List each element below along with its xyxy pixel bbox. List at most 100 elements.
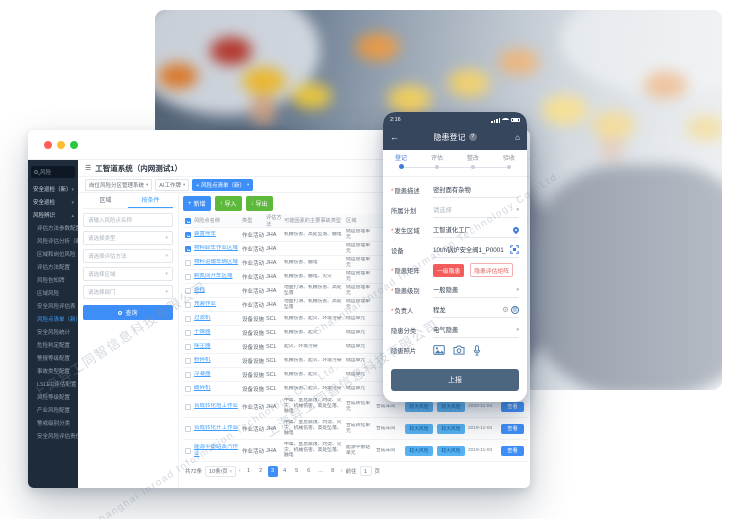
risk-point-link[interactable]: 合成转化塔工作业 xyxy=(194,403,239,410)
row-checkbox[interactable] xyxy=(185,273,191,280)
gear-icon[interactable]: ⚙ xyxy=(502,305,509,314)
page-button[interactable]: 3 xyxy=(267,465,278,477)
row-checkbox[interactable] xyxy=(185,315,191,322)
page-size-select[interactable]: 10条/页 ▾ xyxy=(205,465,236,477)
filter-tab[interactable]: 按条件 xyxy=(128,195,173,208)
step-label[interactable]: 整改 xyxy=(466,156,479,162)
sidebar-search-input[interactable]: 风险 xyxy=(31,166,75,178)
row-checkbox[interactable] xyxy=(185,385,191,392)
row-checkbox[interactable] xyxy=(185,343,191,350)
nav-tab[interactable]: + 风险点清单（新） ▾ xyxy=(192,178,254,191)
risk-point-link[interactable]: 物料运输车辆区域 xyxy=(194,259,239,266)
sidebar-item[interactable]: 风险等级配置 xyxy=(28,392,78,405)
mic-icon[interactable] xyxy=(473,344,481,356)
view-button[interactable]: 查看 xyxy=(501,401,524,412)
sidebar-item[interactable]: 区域风险 xyxy=(28,288,78,301)
risk-point-link[interactable]: 粉碎机 xyxy=(194,357,211,364)
location-pin-icon[interactable] xyxy=(511,225,521,234)
risk-point-link[interactable]: 冷凝器 xyxy=(194,371,211,378)
sidebar-item[interactable]: LSLEC评估配置 xyxy=(28,379,78,392)
hamburger-icon[interactable]: ☰ xyxy=(85,165,92,172)
field-value[interactable]: 一般隐患 ▾ xyxy=(433,283,519,298)
minimize-button[interactable] xyxy=(57,141,65,149)
inherent-risk-pill[interactable]: 较大风险 xyxy=(405,445,433,456)
risk-point-link[interactable]: 物料卸车作业区域 xyxy=(194,245,239,252)
sidebar-item[interactable]: 安全巡检（新） ▾ xyxy=(28,184,78,197)
risk-level-button[interactable]: 一级隐患 xyxy=(433,263,465,277)
field-value[interactable]: 电气隐患 ▾ xyxy=(433,323,519,338)
risk-point-link[interactable]: 装置停车 xyxy=(194,231,217,238)
field-value[interactable]: 工智道化工厂 xyxy=(433,223,521,238)
row-checkbox[interactable] xyxy=(185,447,191,454)
page-button[interactable]: 5 xyxy=(295,467,299,474)
filter-select[interactable]: 请选择区域 ▾ xyxy=(83,267,173,281)
contact-icon[interactable]: @ xyxy=(511,305,519,314)
current-risk-pill[interactable]: 较大风险 xyxy=(437,445,465,456)
sidebar-item[interactable]: 事故类型配置 xyxy=(28,366,78,379)
sidebar-item[interactable]: 评估方法参数配置 xyxy=(28,223,78,236)
close-button[interactable] xyxy=(44,141,52,149)
view-button[interactable]: 查看 xyxy=(501,445,524,456)
page-button[interactable]: 1 xyxy=(247,467,251,474)
current-risk-pill[interactable]: 较大风险 xyxy=(437,401,465,412)
risk-point-link[interactable]: 合成转化开工作业 xyxy=(194,425,239,432)
zoom-button[interactable] xyxy=(70,141,78,149)
field-value[interactable]: 10t/h锅炉安全阀1_P0001 xyxy=(433,243,519,258)
risk-point-link[interactable]: 除尘器 xyxy=(194,343,211,350)
row-checkbox[interactable] xyxy=(185,357,191,364)
select-all-checkbox[interactable] xyxy=(185,217,191,224)
filter-select[interactable]: 请选择评估方法 ▾ xyxy=(83,249,173,263)
current-risk-pill[interactable]: 较大风险 xyxy=(437,423,465,434)
sidebar-item[interactable]: 区域和岗位风险 xyxy=(28,249,78,262)
nav-tab[interactable]: AI工作牌 ▾ xyxy=(155,178,190,191)
query-button[interactable]: 查询 xyxy=(83,305,173,320)
field-value[interactable]: 程龙 ⚙ @ xyxy=(433,303,519,318)
page-button[interactable]: 2 xyxy=(259,467,263,474)
filter-input[interactable]: 请输入风险点名称 xyxy=(83,213,173,227)
sidebar-item[interactable]: 安全风险统计 xyxy=(28,327,78,340)
filter-select[interactable]: 请选择类型 ▾ xyxy=(83,231,173,245)
sidebar-item[interactable]: 警戒级别分类 xyxy=(28,418,78,431)
sidebar-item[interactable]: 警报等级配置 xyxy=(28,353,78,366)
row-checkbox[interactable] xyxy=(185,287,191,294)
sidebar-item[interactable]: 风险评估分析（新） xyxy=(28,236,78,249)
submit-button[interactable]: 上报 xyxy=(391,369,519,391)
step-label[interactable]: 验收 xyxy=(502,156,515,162)
inherent-risk-pill[interactable]: 较大风险 xyxy=(405,423,433,434)
risk-point-link[interactable]: 巡检 xyxy=(194,287,206,294)
risk-point-link[interactable]: 能源平衡站蒸汽作业 xyxy=(194,444,239,457)
sidebar-item[interactable]: 风险告知牌 xyxy=(28,275,78,288)
risk-point-link[interactable]: 过滤机 xyxy=(194,315,211,322)
sidebar-item[interactable]: 风险辨识 ▴ xyxy=(28,210,78,223)
field-value[interactable]: 密封面有杂物 xyxy=(433,183,519,198)
nav-tab[interactable]: 岗位风险分区管理系统 ▾ xyxy=(85,178,153,191)
page-button[interactable]: 6 xyxy=(307,467,311,474)
page-button[interactable]: 4 xyxy=(283,467,287,474)
sidebar-item[interactable]: 安全巡检 ▾ xyxy=(28,197,78,210)
help-badge-icon[interactable]: ? xyxy=(468,133,477,141)
camera-icon[interactable] xyxy=(453,345,465,355)
row-checkbox[interactable] xyxy=(185,403,191,410)
step-label[interactable]: 登记 xyxy=(394,156,407,162)
home-icon[interactable]: ⌂ xyxy=(515,132,520,142)
risk-point-link[interactable]: 干燥器 xyxy=(194,329,211,336)
row-checkbox[interactable] xyxy=(185,245,191,252)
export-button[interactable]: ↓ 导出 xyxy=(245,196,273,211)
row-checkbox[interactable] xyxy=(185,301,191,308)
view-button[interactable]: 查看 xyxy=(501,423,524,434)
step-label[interactable]: 评估 xyxy=(430,156,443,162)
sidebar-item[interactable]: 产业风险配置 xyxy=(28,405,78,418)
filter-select[interactable]: 请选择部门 ▾ xyxy=(83,285,173,299)
filter-tab[interactable]: 区域 xyxy=(99,198,112,204)
prev-page-button[interactable]: ‹ xyxy=(238,468,241,474)
sidebar-item[interactable]: 评估方法配置 xyxy=(28,262,78,275)
goto-page-input[interactable]: 1 xyxy=(359,466,372,476)
row-checkbox[interactable] xyxy=(185,329,191,336)
row-checkbox[interactable] xyxy=(185,371,191,378)
row-checkbox[interactable] xyxy=(185,425,191,432)
image-icon[interactable] xyxy=(433,345,445,355)
row-checkbox[interactable] xyxy=(185,231,191,238)
page-button[interactable]: 8 xyxy=(331,467,335,474)
back-icon[interactable]: ← xyxy=(390,132,399,142)
risk-point-link[interactable]: 制氮间开车区域 xyxy=(194,273,233,280)
